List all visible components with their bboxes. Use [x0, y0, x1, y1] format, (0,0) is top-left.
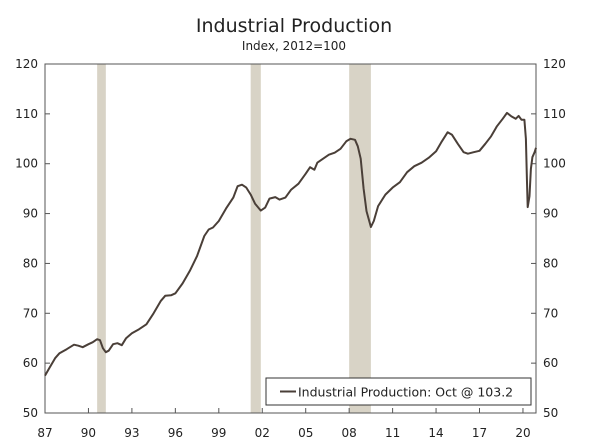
- y-tick-label-right: 50: [543, 406, 558, 420]
- chart-title: Industrial Production: [196, 15, 392, 37]
- y-tick-label-left: 90: [23, 207, 38, 221]
- x-tick-label: 05: [298, 426, 313, 440]
- x-tick-label: 02: [255, 426, 270, 440]
- y-tick-label-left: 110: [15, 107, 38, 121]
- x-tick-label: 93: [124, 426, 139, 440]
- y-tick-label-left: 50: [23, 406, 38, 420]
- x-tick-label: 20: [515, 426, 530, 440]
- x-tick-label: 17: [472, 426, 487, 440]
- y-tick-label-left: 100: [15, 157, 38, 171]
- y-tick-label-left: 70: [23, 306, 38, 320]
- x-tick-label: 11: [385, 426, 400, 440]
- recession-band: [349, 64, 371, 413]
- y-tick-label-left: 60: [23, 356, 38, 370]
- y-tick-label-right: 120: [543, 57, 566, 71]
- x-tick-label: 96: [168, 426, 183, 440]
- chart-subtitle: Index, 2012=100: [242, 39, 346, 53]
- axis-ticks: 50 50 60 60 70 70 80 80 90 90 100 100 110 110 120 120 87…: [15, 57, 566, 440]
- recession-band: [97, 64, 106, 413]
- y-tick-label-right: 110: [543, 107, 566, 121]
- series-layer: [44, 111, 537, 377]
- series-line-industrial-production: [44, 111, 537, 377]
- y-tick-label-left: 80: [23, 256, 38, 270]
- x-tick-label: 14: [428, 426, 443, 440]
- legend-label: Industrial Production: Oct @ 103.2: [298, 385, 513, 400]
- recession-band: [250, 64, 261, 413]
- y-tick-label-right: 90: [543, 207, 558, 221]
- x-tick-label: 90: [81, 426, 96, 440]
- x-tick-label: 08: [342, 426, 357, 440]
- y-tick-label-left: 120: [15, 57, 38, 71]
- legend: Industrial Production: Oct @ 103.2: [265, 377, 532, 406]
- y-tick-label-right: 100: [543, 157, 566, 171]
- y-tick-label-right: 60: [543, 356, 558, 370]
- y-tick-label-right: 70: [543, 306, 558, 320]
- plot-frame: [44, 63, 537, 414]
- x-tick-label: 87: [37, 426, 52, 440]
- recession-bands: [97, 64, 371, 413]
- y-tick-label-right: 80: [543, 256, 558, 270]
- legend-box: [265, 377, 532, 406]
- x-tick-label: 99: [211, 426, 226, 440]
